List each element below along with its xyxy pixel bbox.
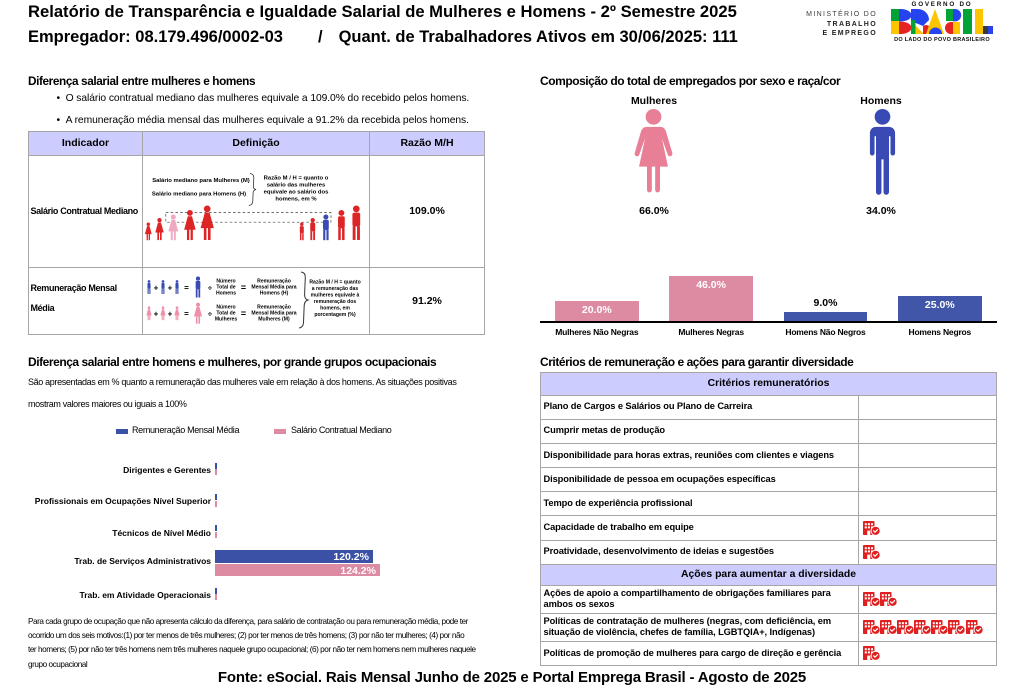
svg-text:a remuneração das: a remuneração das — [312, 286, 359, 292]
svg-text:Razão M / H = quanto: Razão M / H = quanto — [309, 279, 360, 285]
svg-text:+: + — [154, 283, 159, 292]
svg-text:Número: Número — [216, 278, 235, 284]
svg-text:Número: Número — [216, 304, 235, 310]
svg-text:Mensal Média para: Mensal Média para — [251, 284, 296, 290]
svg-text:Mulheres (M): Mulheres (M) — [258, 316, 290, 322]
svg-text:Mensal Média para: Mensal Média para — [251, 310, 296, 316]
svg-text:+: + — [168, 283, 173, 292]
svg-text:remuneração dos: remuneração dos — [314, 299, 357, 305]
svg-text:Homens: Homens — [216, 290, 236, 296]
svg-text:homens, em: homens, em — [320, 305, 350, 311]
svg-text:Total de: Total de — [216, 310, 235, 316]
svg-text:equivale ao salário dos: equivale ao salário dos — [264, 190, 330, 196]
svg-text:homens, em %: homens, em % — [275, 197, 317, 203]
svg-text:=: = — [184, 309, 189, 318]
svg-text:mulheres equivale à: mulheres equivale à — [311, 292, 360, 298]
svg-text:Razão M / H = quanto o: Razão M / H = quanto o — [264, 176, 329, 182]
svg-text:=: = — [184, 283, 189, 292]
svg-text:porcentagem (%): porcentagem (%) — [314, 312, 356, 318]
svg-text:=: = — [241, 308, 246, 318]
svg-text:÷: ÷ — [208, 309, 213, 318]
svg-text:Remuneração: Remuneração — [257, 278, 291, 284]
svg-text:Salário mediano para Homens (H: Salário mediano para Homens (H) — [152, 192, 246, 198]
svg-text:Mulheres: Mulheres — [215, 316, 238, 322]
svg-text:÷: ÷ — [208, 283, 213, 292]
svg-text:+: + — [168, 309, 173, 318]
svg-text:+: + — [154, 309, 159, 318]
svg-text:Homens (H): Homens (H) — [260, 290, 289, 296]
svg-text:=: = — [241, 282, 246, 292]
svg-text:Total de: Total de — [216, 284, 235, 290]
svg-text:Remuneração: Remuneração — [257, 304, 291, 310]
svg-text:Salário mediano para Mulheres: Salário mediano para Mulheres (M) — [152, 178, 250, 184]
svg-text:salário das mulheres: salário das mulheres — [267, 183, 326, 189]
